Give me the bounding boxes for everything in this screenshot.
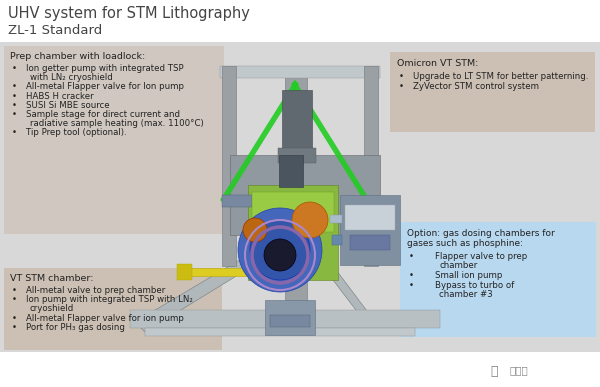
Circle shape [250,220,310,280]
Text: chamber #3: chamber #3 [439,290,493,299]
Bar [185,268,280,276]
Bar [340,195,400,265]
Text: Omicron VT STM:: Omicron VT STM: [397,59,478,68]
Text: Tip Prep tool (optional).: Tip Prep tool (optional). [26,128,127,137]
Text: gases such as phosphine:: gases such as phosphine: [407,239,523,248]
Text: ZL-1 Standard: ZL-1 Standard [8,24,102,37]
Text: Ion getter pump with integrated TSP: Ion getter pump with integrated TSP [26,64,184,73]
Text: •: • [12,313,17,323]
Bar [364,66,378,266]
Bar [400,222,596,337]
Text: •: • [12,101,17,110]
Bar [282,90,312,150]
Text: •: • [12,295,17,304]
Bar [222,66,236,266]
Bar [222,195,252,207]
Polygon shape [295,222,370,322]
Bar [248,185,338,280]
Text: UHV system for STM Lithography: UHV system for STM Lithography [8,6,250,21]
Bar [279,155,303,187]
Text: chamber: chamber [439,262,477,271]
Text: •: • [399,82,404,91]
Text: All-metal Flapper valve for ion pump: All-metal Flapper valve for ion pump [26,313,184,323]
Polygon shape [220,80,299,204]
Circle shape [243,218,267,242]
Text: •: • [409,281,414,289]
Text: •: • [12,82,17,91]
Bar [220,66,380,78]
Bar [230,155,380,235]
Bar [345,205,395,230]
Text: Ion pump with integrated TSP with LN₂: Ion pump with integrated TSP with LN₂ [26,295,193,304]
Bar [4,268,222,350]
Text: VT STM chamber:: VT STM chamber: [10,274,94,283]
Text: •: • [399,72,404,81]
Bar [330,215,342,223]
Bar [252,192,334,232]
Text: •: • [409,252,414,261]
Text: •: • [12,92,17,101]
Text: ZyVector STM control system: ZyVector STM control system [413,82,539,91]
Circle shape [238,208,322,292]
Text: radiative sample heating (max. 1100°C): radiative sample heating (max. 1100°C) [30,119,204,128]
Text: •: • [12,64,17,73]
Text: •: • [12,323,17,332]
Bar [332,235,342,245]
Bar [0,42,600,352]
Bar [270,315,310,327]
Polygon shape [135,230,295,332]
Bar [145,328,415,336]
Text: All-metal Flapper valve for Ion pump: All-metal Flapper valve for Ion pump [26,82,184,91]
Text: •: • [12,286,17,295]
Text: Flapper valve to prep: Flapper valve to prep [435,252,527,261]
Polygon shape [291,80,370,204]
Text: All-metal valve to prep chamber: All-metal valve to prep chamber [26,286,165,295]
Bar [285,70,307,330]
Text: Small ion pump: Small ion pump [435,271,502,280]
Text: •: • [12,128,17,137]
Text: •: • [409,271,414,280]
Text: Port for PH₃ gas dosing: Port for PH₃ gas dosing [26,323,125,332]
Circle shape [292,202,328,238]
Circle shape [264,239,296,271]
Text: •: • [12,110,17,119]
Text: cryoshield: cryoshield [30,305,74,313]
Bar [265,300,315,335]
Text: SUSI Si MBE source: SUSI Si MBE source [26,101,110,110]
Text: Option: gas dosing chambers for: Option: gas dosing chambers for [407,229,555,238]
Bar [130,310,440,328]
Bar [0,352,600,387]
Bar [350,235,390,250]
Text: Prep chamber with loadlock:: Prep chamber with loadlock: [10,52,145,61]
Bar [288,68,304,76]
Text: Sample stage for direct current and: Sample stage for direct current and [26,110,180,119]
Text: Upgrade to LT STM for better patterning.: Upgrade to LT STM for better patterning. [413,72,589,81]
Bar [390,52,595,132]
Text: with LN₂ cryoshield: with LN₂ cryoshield [30,73,113,82]
Bar [278,148,316,163]
Bar [4,46,224,234]
Text: 🔍: 🔍 [490,365,497,378]
Text: 芯智讯: 芯智讯 [510,365,529,375]
Bar [177,264,192,280]
Text: Bypass to turbo of: Bypass to turbo of [435,281,514,289]
Text: HABS H cracker: HABS H cracker [26,92,94,101]
